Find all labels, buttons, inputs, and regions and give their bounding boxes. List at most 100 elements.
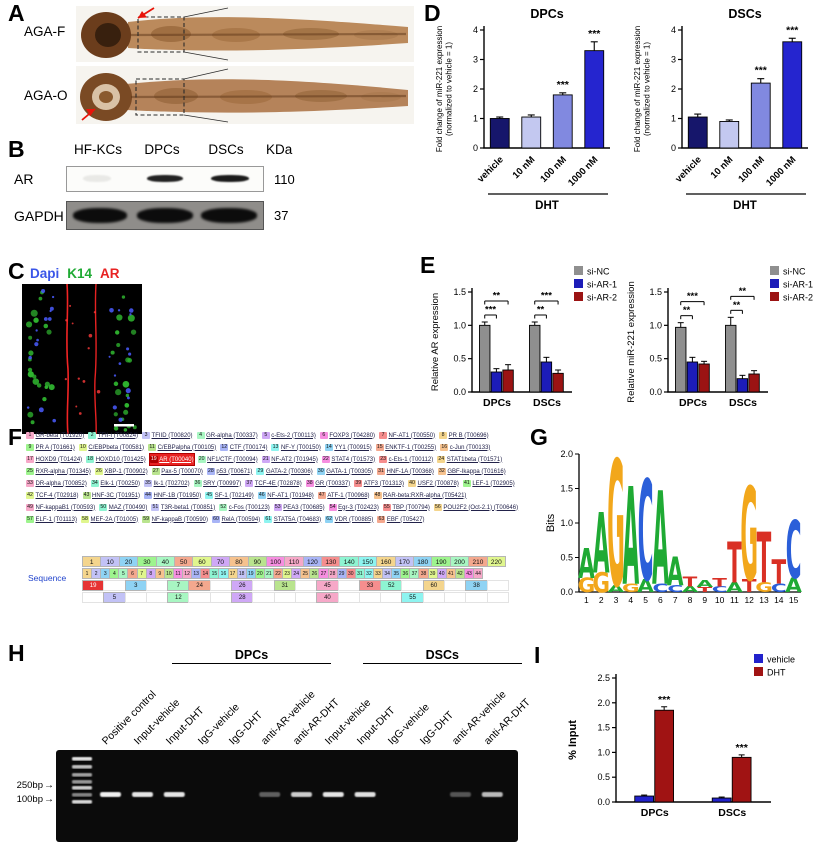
ruler-hit-row: 5 12 28 40 55 xyxy=(82,592,528,603)
svg-text:***: *** xyxy=(588,28,601,40)
tf-entry: 41 LEF-1 (T02905) xyxy=(462,480,515,487)
wb-kda-header: KDa xyxy=(266,142,293,157)
ruler-cell: 55 xyxy=(401,592,424,603)
stain-label-dapi: Dapi xyxy=(30,266,60,281)
tf-entry: 9 PR A (T01661) xyxy=(26,442,75,453)
svg-text:si-AR-2: si-AR-2 xyxy=(587,293,617,303)
svg-text:A: A xyxy=(682,585,699,594)
ruler-cell xyxy=(486,592,509,603)
svg-text:DPCs: DPCs xyxy=(641,807,669,819)
ruler-cell xyxy=(124,592,147,603)
svg-text:1: 1 xyxy=(671,114,676,124)
gel-size-marker: 250bp → xyxy=(16,780,54,791)
svg-text:2: 2 xyxy=(473,84,478,94)
wb-lane-dscs: DSCs xyxy=(208,142,244,157)
tf-entry: 11 C/EBPalpha (T00105) xyxy=(148,444,217,451)
svg-text:2.0: 2.0 xyxy=(597,698,610,708)
svg-text:11: 11 xyxy=(730,595,739,605)
svg-text:12: 12 xyxy=(744,595,754,605)
ruler-cell xyxy=(82,592,105,603)
svg-text:vehicle: vehicle xyxy=(673,154,704,185)
wb-header: HF-KCs DPCs DSCs KDa xyxy=(66,142,314,157)
svg-text:***: *** xyxy=(557,79,570,91)
tf-entry: 59 NF-kappaB (T00590) xyxy=(142,516,209,523)
svg-text:vehicle: vehicle xyxy=(475,154,506,185)
ruler-cell: 220 xyxy=(486,556,506,567)
sequence-ruler: Sequence 1 10 20 30 40 50 60 70 80 90 100 110 120 130… xyxy=(26,556,528,604)
tf-entry: 22 STAT4 (T01573) xyxy=(321,456,376,463)
tf-entry: 15 ENKTF-1 (T00255) xyxy=(375,444,437,451)
immunofluorescence-panel: Dapi K14 AR xyxy=(22,266,142,439)
svg-text:0: 0 xyxy=(671,143,676,153)
ruler-cell: 90 xyxy=(247,556,267,567)
ruler-cell: 170 xyxy=(394,556,415,567)
svg-text:2: 2 xyxy=(599,595,604,605)
svg-text:G: G xyxy=(592,566,610,598)
tf-entry: 53 PEA3 (T00685) xyxy=(273,504,325,511)
panel-label-g: G xyxy=(530,424,548,450)
svg-text:0.0: 0.0 xyxy=(649,387,662,397)
svg-text:si-NC: si-NC xyxy=(587,267,610,277)
tf-entry: 16 c-Jun (T00133) xyxy=(440,444,491,451)
svg-text:100 nM: 100 nM xyxy=(538,154,569,185)
svg-text:15: 15 xyxy=(789,595,799,605)
panel-label-a: A xyxy=(8,0,25,26)
ruler-cell: 60 xyxy=(422,580,446,591)
tf-entry: 23 c-Ets-1 (T00112) xyxy=(379,456,434,463)
tf-entry: 38 GR (T00337) xyxy=(305,480,351,487)
svg-text:10 nM: 10 nM xyxy=(709,154,736,181)
gel-group-label: DPCs xyxy=(172,648,331,664)
ruler-cell: 44 xyxy=(473,568,484,579)
svg-text:(normalized to vehicle = 1): (normalized to vehicle = 1) xyxy=(643,42,652,136)
chart-d-dpcs: 0 1 2 3 4 Fold change of miR-221 expression (n… xyxy=(432,4,624,249)
wb-band xyxy=(147,175,183,182)
ruler-cell: 130 xyxy=(321,556,341,567)
ruler-cell xyxy=(444,580,467,591)
ruler-cell: 28 xyxy=(231,592,254,603)
svg-text:***: *** xyxy=(736,742,749,754)
ruler-cell: 120 xyxy=(302,556,323,567)
svg-text:C: C xyxy=(638,452,654,613)
wb-band xyxy=(83,175,111,182)
tf-entry: 34 Elk-1 (T00250) xyxy=(90,480,141,487)
ruler-cell: 26 xyxy=(231,580,254,591)
ruler-cell: 52 xyxy=(380,580,403,591)
svg-text:***: *** xyxy=(541,291,552,302)
tf-entry: 43 HNF-3C (T01951) xyxy=(82,492,141,499)
ruler-cell xyxy=(252,592,275,603)
tf-entry: 7 NF-AT1 (T00550) xyxy=(379,430,435,441)
wb-kda-value: 110 xyxy=(274,171,295,187)
tf-entry: 31 HNF-1A (T00368) xyxy=(377,468,434,475)
ruler-scale-row: 1 10 20 30 40 50 60 70 80 90 100 110 120 130 140 150 160… xyxy=(82,556,528,567)
wb-band xyxy=(211,175,249,182)
svg-text:Fold change of miR-221 express: Fold change of miR-221 expression xyxy=(633,26,642,152)
svg-text:0.0: 0.0 xyxy=(560,587,573,597)
svg-text:0.0: 0.0 xyxy=(453,387,466,397)
svg-text:4: 4 xyxy=(473,25,478,35)
svg-text:DHT: DHT xyxy=(535,200,559,212)
svg-text:G: G xyxy=(755,580,773,596)
wb-row-gapdh: GAPDH 37 xyxy=(14,201,314,230)
svg-text:**: ** xyxy=(537,305,545,316)
ar-blot-image xyxy=(66,166,264,192)
svg-text:3: 3 xyxy=(671,55,676,65)
red-arrow-icon xyxy=(137,7,155,19)
chart-e-ar-expression: 0.0 0.5 1.0 1.5 Relative AR expression DPCs DS… xyxy=(428,262,628,437)
tf-entry: 5 c-Ets-2 (T00113) xyxy=(261,430,316,441)
svg-text:Relative AR expression: Relative AR expression xyxy=(430,293,441,391)
ruler-cell: 20 xyxy=(118,556,139,567)
arrow-right-icon: → xyxy=(44,794,54,805)
svg-text:DPCs: DPCs xyxy=(483,397,511,409)
svg-text:10 nM: 10 nM xyxy=(511,154,538,181)
tf-entry: 1 GR-beta (T01920) xyxy=(26,430,84,441)
svg-text:13: 13 xyxy=(759,595,769,605)
ruler-cell: 50 xyxy=(173,556,194,567)
svg-text:9: 9 xyxy=(702,595,707,605)
tf-entry: 28 p53 (T00671) xyxy=(206,468,253,475)
chart-d-dscs: 0 1 2 3 4 Fold change of miR-221 expression (n… xyxy=(630,4,822,249)
panel-label-d: D xyxy=(424,0,441,26)
tf-entry: 29 GATA-2 (T00306) xyxy=(256,468,313,475)
ruler-cell xyxy=(486,580,509,591)
ruler-cell: 38 xyxy=(465,580,488,591)
